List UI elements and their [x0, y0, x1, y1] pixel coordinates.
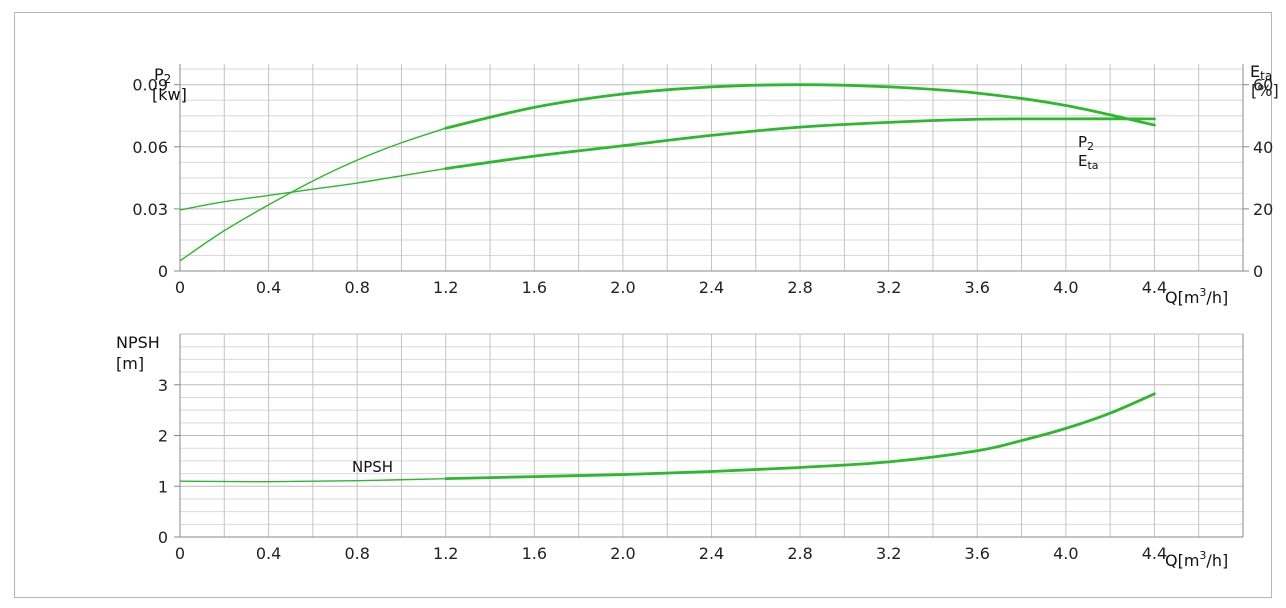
x-tick-label: 1.6	[522, 278, 547, 297]
power-efficiency-plot: 0 0.4 0.8 1.2 1.6 2.0 2.4 2.8 3.2 3.6 4.0 4.4 0 0.03 0…	[132, 62, 1278, 307]
x-tick-label: 4.0	[1053, 544, 1078, 563]
p2-curve-label: P2	[1078, 133, 1094, 153]
x-tick-label: 2.0	[610, 544, 635, 563]
x-tick-label: 2.8	[787, 544, 812, 563]
bottom-x-unit-label: Q[m3/h]	[1165, 549, 1228, 570]
x-tick-label: 3.2	[876, 278, 901, 297]
chart-frame	[14, 12, 1272, 598]
npsh-curve	[444, 392, 1156, 481]
x-tick-label: 0	[175, 278, 185, 297]
eta-curve-label: Eta	[1078, 152, 1099, 172]
left-y-tick-label: 1	[158, 477, 168, 496]
eta-axis-unit: [%]	[1251, 81, 1279, 100]
left-y-tick-label: 3	[158, 376, 168, 395]
x-tick-label: 1.2	[433, 278, 458, 297]
left-y-tick-label: 0.09	[132, 76, 168, 95]
left-y-tick-label: 0	[158, 262, 168, 281]
eta-axis-label: Eta	[1250, 62, 1272, 83]
npsh-plot: 0 0.4 0.8 1.2 1.6 2.0 2.4 2.8 3.2 3.6 4.0 4.4 0 1 2 3 N…	[116, 333, 1244, 570]
x-tick-label: 2.4	[699, 278, 724, 297]
x-tick-label: 2.0	[610, 278, 635, 297]
npsh-curve-thin	[179, 477, 446, 483]
npsh-axis-unit: [m]	[116, 354, 144, 373]
right-y-tick-label: 40	[1253, 138, 1273, 157]
x-tick-label: 2.4	[699, 544, 724, 563]
left-y-tick-label: 0.06	[132, 138, 168, 157]
x-tick-label: 0.8	[344, 544, 369, 563]
x-tick-label: 4.4	[1142, 544, 1167, 563]
x-tick-label: 3.2	[876, 544, 901, 563]
npsh-curve-label: NPSH	[352, 458, 393, 476]
p2-axis-label: P2	[154, 65, 171, 86]
x-tick-label: 1.6	[522, 544, 547, 563]
p2-curve-thin	[179, 167, 446, 211]
p2-curve	[444, 117, 1156, 170]
x-tick-label: 0	[175, 544, 185, 563]
x-tick-label: 0.8	[344, 278, 369, 297]
x-tick-label: 4.0	[1053, 278, 1078, 297]
x-tick-label: 1.2	[433, 544, 458, 563]
x-tick-label: 0.4	[256, 278, 281, 297]
eta-curve-thin	[179, 127, 446, 262]
left-y-tick-label: 0.03	[132, 200, 168, 219]
npsh-axis-label: NPSH	[116, 333, 160, 352]
x-tick-label: 0.4	[256, 544, 281, 563]
right-y-tick-label: 0	[1253, 262, 1263, 281]
x-tick-label: 3.6	[965, 544, 990, 563]
left-y-tick-label: 0	[158, 528, 168, 547]
left-y-tick-label: 2	[158, 427, 168, 446]
right-y-tick-label: 60	[1253, 76, 1273, 95]
x-tick-label: 2.8	[787, 278, 812, 297]
x-tick-label: 4.4	[1142, 278, 1167, 297]
right-y-tick-label: 20	[1253, 200, 1273, 219]
top-x-unit-label: Q[m3/h]	[1165, 286, 1228, 307]
p2-axis-unit: [kw]	[152, 85, 187, 104]
eta-curve	[444, 83, 1156, 130]
x-tick-label: 3.6	[965, 278, 990, 297]
